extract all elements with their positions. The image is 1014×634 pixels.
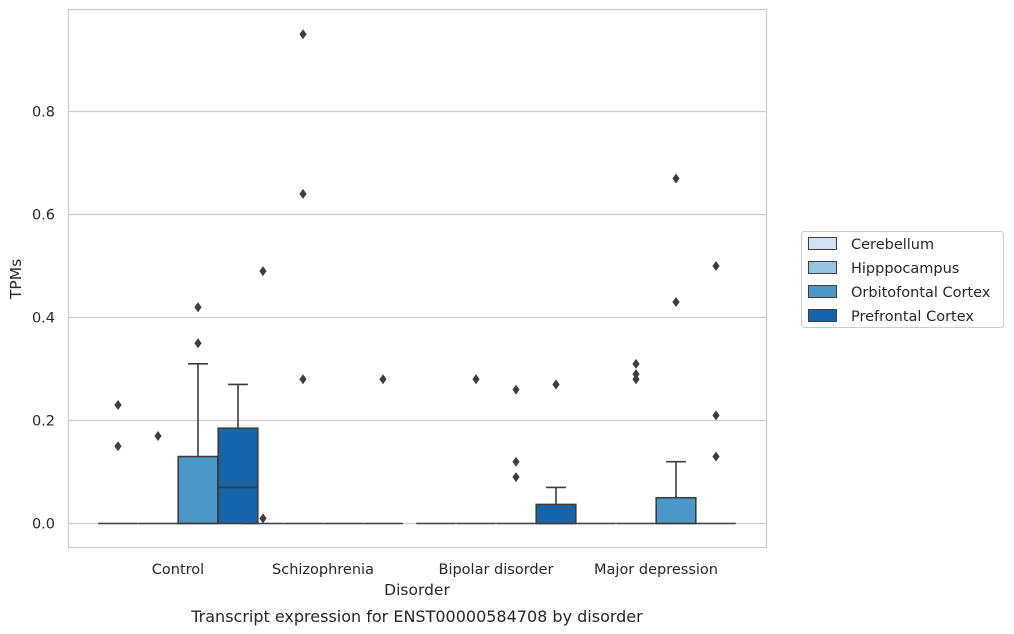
outlier-point <box>299 188 307 199</box>
x-tick-label: Major depression <box>594 562 718 578</box>
outlier-point <box>632 358 640 369</box>
outlier-point <box>632 369 640 380</box>
box <box>616 358 656 525</box>
box <box>283 29 323 525</box>
outlier-point <box>552 379 560 390</box>
box-body <box>217 427 259 525</box>
box <box>363 374 403 525</box>
box <box>177 302 219 525</box>
legend-swatch <box>808 237 837 250</box>
y-tick-label: 0.2 <box>32 414 55 430</box>
legend-label: Cerebellum <box>851 237 934 253</box>
box <box>456 374 496 525</box>
y-tick-label: 0.6 <box>32 208 55 224</box>
box <box>138 430 178 525</box>
outlier-point <box>712 410 720 421</box>
outlier-point <box>154 430 162 441</box>
box <box>535 379 577 525</box>
box <box>696 261 736 525</box>
axis-ticks: 0.0 0.2 0.4 0.6 0.8 Control Schizophrenia Bipol… <box>32 105 718 579</box>
box-series <box>98 29 736 525</box>
x-axis-label: Disorder <box>384 581 450 599</box>
outlier-point <box>114 441 122 452</box>
legend-label: Orbitofontal Cortex <box>851 285 991 301</box>
outlier-point <box>512 456 520 467</box>
legend-label: Hipppocampus <box>851 261 959 277</box>
legend-swatch <box>808 261 837 274</box>
outlier-point <box>672 297 680 308</box>
y-gridlines <box>68 110 767 525</box>
outlier-point <box>632 374 640 385</box>
outlier-point <box>259 266 267 277</box>
box-body <box>655 496 697 525</box>
box <box>496 384 536 525</box>
outlier-point <box>512 472 520 483</box>
box-body <box>535 503 577 525</box>
outlier-point <box>712 451 720 462</box>
legend-swatch <box>808 285 837 298</box>
y-axis-label: TPMs <box>7 259 25 300</box>
box-body <box>177 455 219 525</box>
outlier-point <box>379 374 387 385</box>
box <box>655 173 697 525</box>
outlier-point <box>114 400 122 411</box>
box <box>217 383 259 525</box>
outlier-point <box>299 29 307 40</box>
outlier-point <box>512 384 520 395</box>
outlier-point <box>712 261 720 271</box>
legend: Cerebellum Hipppocampus Orbitofontal Corte… <box>801 231 1004 328</box>
outlier-point <box>672 173 680 184</box>
x-tick-label: Bipolar disorder <box>439 562 554 578</box>
plot-frame <box>67 8 768 549</box>
x-tick-label: Control <box>152 562 204 578</box>
y-tick-label: 0.0 <box>32 517 55 533</box>
y-tick-label: 0.8 <box>32 105 55 121</box>
legend-label: Prefrontal Cortex <box>851 309 974 325</box>
legend-frame <box>801 231 1004 328</box>
outlier-point <box>299 374 307 385</box>
x-tick-label: Schizophrenia <box>272 562 374 578</box>
box <box>98 400 138 525</box>
outlier-point <box>194 302 202 313</box>
legend-swatch <box>808 309 837 322</box>
outlier-point <box>194 338 202 349</box>
outlier-point <box>472 374 480 385</box>
figure-caption: Transcript expression for ENST0000058470… <box>190 607 643 626</box>
y-tick-label: 0.4 <box>32 311 55 327</box>
outlier-point <box>259 513 267 524</box>
